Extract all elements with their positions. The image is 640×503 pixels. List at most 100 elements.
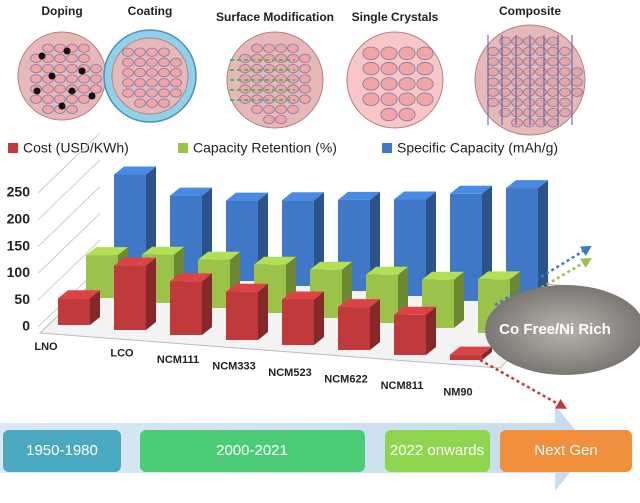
bar-top [58, 290, 100, 299]
bar-top [450, 346, 492, 355]
grain [547, 36, 559, 46]
grain [511, 36, 523, 46]
grain [523, 77, 535, 87]
grain [499, 77, 511, 87]
bar-side [482, 346, 492, 360]
bar-top [226, 283, 268, 292]
bar-side [90, 290, 100, 325]
bar-face [114, 265, 146, 330]
grain [398, 92, 416, 106]
annotation-bg [485, 285, 640, 375]
grain [416, 61, 434, 76]
bar-top [366, 266, 408, 275]
grain [54, 84, 66, 94]
grain [251, 43, 263, 53]
grain [416, 92, 434, 106]
grain [571, 77, 583, 87]
grain [487, 67, 499, 77]
bar [450, 346, 492, 360]
bar-side [454, 271, 464, 328]
grain [287, 104, 299, 115]
grain [523, 118, 535, 128]
bar-top [450, 185, 492, 194]
grain [547, 56, 559, 67]
grid-line [37, 239, 101, 301]
bar [58, 290, 100, 325]
timeline-box [3, 430, 121, 472]
grain [66, 104, 78, 115]
bar [170, 273, 212, 335]
x-tick-label: NCM811 [381, 380, 424, 392]
bar-top [394, 306, 436, 315]
grain [30, 74, 42, 84]
grain [275, 104, 287, 115]
dopant [78, 67, 86, 75]
grain [251, 74, 263, 84]
grain [547, 46, 559, 57]
bar-top [254, 256, 296, 265]
timeline-label: Next Gen [534, 442, 597, 459]
bar-top [170, 273, 212, 282]
grain [487, 97, 499, 108]
grain [511, 46, 523, 57]
grain [251, 53, 263, 64]
grain [263, 64, 275, 74]
bar-face [170, 281, 202, 335]
bar-top [170, 187, 212, 196]
bar-side [426, 191, 436, 296]
arrow-head [555, 399, 567, 409]
grain [134, 98, 146, 108]
grain [122, 57, 134, 68]
grain [287, 43, 299, 53]
grain [416, 77, 434, 91]
grain [398, 107, 416, 122]
grain [547, 67, 559, 77]
grain [535, 97, 547, 108]
bar-top [114, 257, 156, 266]
grain [380, 77, 398, 91]
grid-line [37, 132, 101, 194]
grain [499, 87, 511, 97]
legend-swatch [382, 143, 392, 153]
bar-top [338, 299, 380, 308]
grid-line [37, 186, 101, 247]
illustrations: Doping Coating Surface Modification Single … [17, 4, 586, 136]
grain [263, 74, 275, 84]
grid-line [37, 159, 101, 221]
bar-top [282, 291, 324, 300]
x-tick-label: NM90 [443, 386, 472, 398]
grain [90, 74, 102, 84]
grain [559, 77, 571, 87]
x-tick-label: LNO [34, 341, 58, 353]
grain [66, 64, 78, 74]
grain [547, 118, 559, 128]
grain [523, 108, 535, 118]
grain [523, 46, 535, 57]
grain [499, 108, 511, 118]
grain [487, 56, 499, 67]
grain [134, 47, 146, 57]
grain [398, 46, 416, 61]
arrow-head [580, 245, 592, 256]
grain [90, 84, 102, 94]
grain [158, 98, 170, 108]
bar-top [422, 271, 464, 280]
dopant [63, 47, 71, 55]
timeline-label: 2022 onwards [390, 442, 484, 459]
grain [263, 104, 275, 115]
legend-label: Specific Capacity (mAh/g) [397, 140, 558, 156]
grain [122, 78, 134, 88]
grain [239, 53, 251, 64]
dopant [48, 72, 56, 80]
bar-top [506, 180, 548, 189]
grain [362, 92, 380, 106]
bar-side [370, 299, 380, 350]
grain [158, 78, 170, 88]
grain [487, 87, 499, 97]
grain [362, 77, 380, 91]
bar-side [202, 273, 212, 335]
grain [535, 46, 547, 57]
bar-face [226, 291, 258, 340]
grain [299, 84, 311, 94]
